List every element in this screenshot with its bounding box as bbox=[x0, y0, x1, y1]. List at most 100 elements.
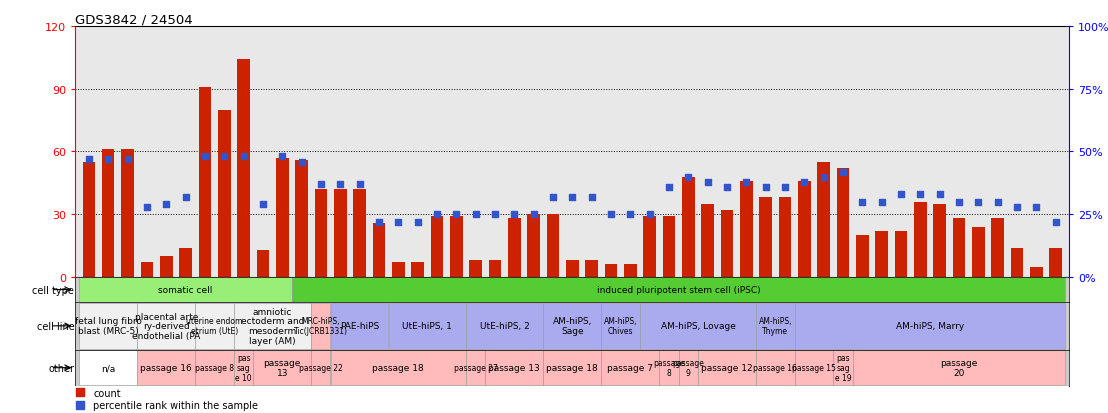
Text: passage 7: passage 7 bbox=[607, 363, 654, 372]
Bar bbox=[392, 263, 404, 278]
Point bbox=[176, 194, 194, 200]
Text: passage 13: passage 13 bbox=[489, 363, 540, 372]
Bar bbox=[794, 303, 1065, 349]
Text: passage
9: passage 9 bbox=[673, 358, 705, 377]
Bar bbox=[237, 60, 249, 278]
Bar bbox=[756, 303, 794, 349]
Text: UtE-hiPS, 2: UtE-hiPS, 2 bbox=[480, 322, 530, 330]
Bar bbox=[546, 215, 560, 278]
Point bbox=[1008, 204, 1026, 211]
Bar bbox=[334, 190, 347, 278]
Bar bbox=[543, 303, 602, 349]
Text: GDS3842 / 24504: GDS3842 / 24504 bbox=[75, 14, 193, 27]
Bar bbox=[837, 169, 849, 278]
Bar bbox=[450, 217, 462, 278]
Bar bbox=[833, 350, 852, 385]
Point bbox=[466, 211, 484, 218]
Point bbox=[970, 199, 987, 206]
Point bbox=[71, 389, 89, 396]
Point bbox=[370, 219, 388, 225]
Text: passage
8: passage 8 bbox=[653, 358, 685, 377]
Bar bbox=[640, 303, 756, 349]
Bar bbox=[160, 256, 173, 278]
Point bbox=[235, 154, 253, 160]
Bar bbox=[83, 163, 95, 278]
Bar bbox=[527, 215, 540, 278]
Bar bbox=[431, 217, 443, 278]
Text: pas
sag
e 19: pas sag e 19 bbox=[834, 354, 851, 382]
Bar bbox=[411, 263, 424, 278]
Point bbox=[428, 211, 445, 218]
Text: passage 16: passage 16 bbox=[753, 363, 798, 372]
Bar bbox=[311, 303, 330, 349]
Text: pas
sag
e 10: pas sag e 10 bbox=[235, 354, 252, 382]
Bar bbox=[195, 350, 234, 385]
Text: somatic cell: somatic cell bbox=[158, 285, 213, 294]
Bar bbox=[756, 350, 794, 385]
Point bbox=[1047, 219, 1065, 225]
Text: n/a: n/a bbox=[101, 363, 115, 372]
Point bbox=[138, 204, 156, 211]
Point bbox=[814, 174, 832, 180]
Text: passage 18: passage 18 bbox=[546, 363, 598, 372]
Bar bbox=[543, 350, 602, 385]
Bar bbox=[137, 350, 195, 385]
Point bbox=[215, 154, 233, 160]
Bar bbox=[489, 261, 501, 278]
Point bbox=[254, 202, 271, 208]
Bar bbox=[234, 303, 311, 349]
Bar bbox=[624, 265, 637, 278]
Point bbox=[80, 156, 98, 163]
Bar bbox=[698, 350, 756, 385]
Text: placental arte
ry-derived
endothelial (PA: placental arte ry-derived endothelial (P… bbox=[132, 312, 201, 340]
Bar bbox=[254, 350, 311, 385]
Point bbox=[525, 211, 543, 218]
Bar bbox=[683, 177, 695, 278]
Point bbox=[660, 184, 678, 190]
Point bbox=[622, 211, 639, 218]
Bar bbox=[972, 227, 985, 278]
Bar bbox=[679, 350, 698, 385]
Bar bbox=[853, 350, 1065, 385]
Point bbox=[544, 194, 562, 200]
Bar bbox=[315, 190, 327, 278]
Point bbox=[738, 179, 756, 185]
Point bbox=[563, 194, 581, 200]
Text: AM-hiPS,
Thyme: AM-hiPS, Thyme bbox=[759, 317, 792, 335]
Text: cell type: cell type bbox=[32, 285, 74, 295]
Text: passage 8: passage 8 bbox=[195, 363, 234, 372]
Bar bbox=[856, 235, 869, 278]
Bar bbox=[663, 217, 675, 278]
Bar bbox=[80, 303, 137, 349]
Bar bbox=[466, 303, 543, 349]
Bar bbox=[257, 250, 269, 278]
Text: passage 16: passage 16 bbox=[141, 363, 192, 372]
Bar bbox=[353, 190, 366, 278]
Bar bbox=[218, 110, 230, 278]
Bar bbox=[276, 158, 288, 278]
Bar bbox=[794, 350, 833, 385]
Bar bbox=[470, 261, 482, 278]
Bar bbox=[605, 265, 617, 278]
Point bbox=[312, 181, 330, 188]
Bar bbox=[311, 350, 330, 385]
Text: passage 15: passage 15 bbox=[792, 363, 835, 372]
Bar bbox=[296, 160, 308, 278]
Text: passage 27: passage 27 bbox=[453, 363, 497, 372]
Bar bbox=[330, 350, 465, 385]
Bar bbox=[644, 217, 656, 278]
Point bbox=[853, 199, 871, 206]
Bar bbox=[818, 163, 830, 278]
Bar bbox=[330, 303, 389, 349]
Bar bbox=[720, 211, 733, 278]
Bar bbox=[779, 198, 791, 278]
Point bbox=[331, 181, 349, 188]
Text: induced pluripotent stem cell (iPSC): induced pluripotent stem cell (iPSC) bbox=[597, 285, 760, 294]
Bar bbox=[466, 350, 485, 385]
Point bbox=[834, 169, 852, 176]
Point bbox=[274, 154, 291, 160]
Text: passage
13: passage 13 bbox=[264, 358, 301, 377]
Text: passage
20: passage 20 bbox=[941, 358, 977, 377]
Point bbox=[583, 194, 601, 200]
Text: other: other bbox=[49, 363, 74, 373]
